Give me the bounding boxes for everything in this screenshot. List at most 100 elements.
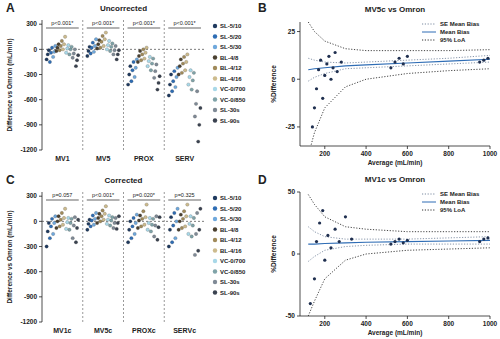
data-point <box>76 54 79 57</box>
data-point <box>100 215 103 218</box>
chart-title: Corrected <box>105 176 143 185</box>
data-point <box>150 62 153 65</box>
x-tick <box>448 316 449 319</box>
data-point <box>185 215 188 218</box>
series-line <box>308 22 490 51</box>
y-tick <box>39 74 42 75</box>
y-tick-label: 300 <box>26 192 37 199</box>
legend-label: VC-0/700 <box>220 258 246 264</box>
data-point <box>336 70 339 73</box>
data-point <box>68 53 71 56</box>
y-tick-label: 0 <box>33 46 37 53</box>
data-point <box>131 225 134 228</box>
y-tick <box>297 192 300 193</box>
legend-swatch <box>213 66 217 70</box>
y-axis <box>300 22 301 146</box>
data-point <box>199 106 202 109</box>
data-point <box>70 217 73 220</box>
data-point <box>56 220 59 223</box>
group-divider <box>123 192 124 322</box>
legend-label: SL-5/30 <box>220 216 242 222</box>
p-value: p<0.001* <box>92 20 115 26</box>
data-point <box>486 57 489 60</box>
x-tick-label: MV5c <box>94 327 112 334</box>
data-point <box>317 68 320 71</box>
data-point <box>67 43 70 46</box>
data-point <box>406 239 409 242</box>
panel-label: B <box>258 1 267 15</box>
data-point <box>188 75 191 78</box>
data-point <box>180 226 183 229</box>
legend-label: SL-5/10 <box>220 195 242 201</box>
legend-label: BL-4/12 <box>220 237 242 243</box>
data-point <box>315 240 318 243</box>
x-axis <box>300 146 490 147</box>
data-point <box>86 54 89 57</box>
data-point <box>193 253 196 256</box>
legend-swatch <box>213 87 217 91</box>
data-point <box>138 214 141 217</box>
data-point <box>179 213 182 216</box>
data-point <box>180 71 183 74</box>
data-point <box>99 46 102 49</box>
data-point <box>144 215 147 218</box>
data-point <box>133 232 136 235</box>
data-point <box>187 83 190 86</box>
data-point <box>167 94 170 97</box>
data-point <box>117 215 120 218</box>
y-tick-label: 300 <box>26 20 37 27</box>
data-point <box>168 228 171 231</box>
data-point <box>327 55 330 58</box>
y-axis-label: %Difference <box>270 235 277 273</box>
data-point <box>192 71 195 74</box>
data-point <box>141 53 144 56</box>
data-point <box>92 223 95 226</box>
data-point <box>101 209 104 212</box>
marks <box>45 31 202 143</box>
data-point <box>329 246 332 249</box>
y-tick <box>39 221 42 222</box>
data-point <box>198 228 201 231</box>
data-point <box>174 85 177 88</box>
y-tick <box>39 124 42 125</box>
data-point <box>132 60 135 63</box>
panel: AUncorrectedDifference vs Omron (mL/min)… <box>6 1 246 162</box>
legend-swatch <box>213 45 217 49</box>
data-point <box>71 236 74 239</box>
group-divider <box>123 20 124 150</box>
data-point <box>190 235 193 238</box>
data-point <box>318 221 321 224</box>
data-point <box>145 203 148 206</box>
x-tick-label: MV1c <box>53 327 71 334</box>
x-tick-label: 600 <box>402 150 413 157</box>
data-point <box>94 211 97 214</box>
data-point <box>58 225 61 228</box>
data-point <box>172 224 175 227</box>
data-point <box>102 218 105 221</box>
data-point <box>105 48 108 51</box>
y-tick <box>39 296 42 297</box>
data-point <box>130 236 133 239</box>
data-point <box>99 220 102 223</box>
data-point <box>107 39 110 42</box>
data-point <box>325 62 328 65</box>
panel-label: A <box>6 1 15 15</box>
legend-label: SL-5/20 <box>220 206 242 212</box>
p-value: p<0.001* <box>174 20 197 26</box>
data-point <box>311 125 314 128</box>
data-point <box>170 90 173 93</box>
data-point <box>63 35 66 38</box>
legend-swatch <box>422 210 436 211</box>
data-point <box>189 215 192 218</box>
data-point <box>139 225 142 228</box>
data-point <box>192 216 195 219</box>
legend-label: SL-30s <box>220 279 240 285</box>
data-point <box>46 53 49 56</box>
data-point <box>95 47 98 50</box>
data-point <box>115 58 118 61</box>
data-point <box>152 235 155 238</box>
y-tick <box>39 271 42 272</box>
data-point <box>323 259 326 262</box>
y-tick-label: 25 <box>288 28 296 35</box>
data-point <box>309 302 312 305</box>
